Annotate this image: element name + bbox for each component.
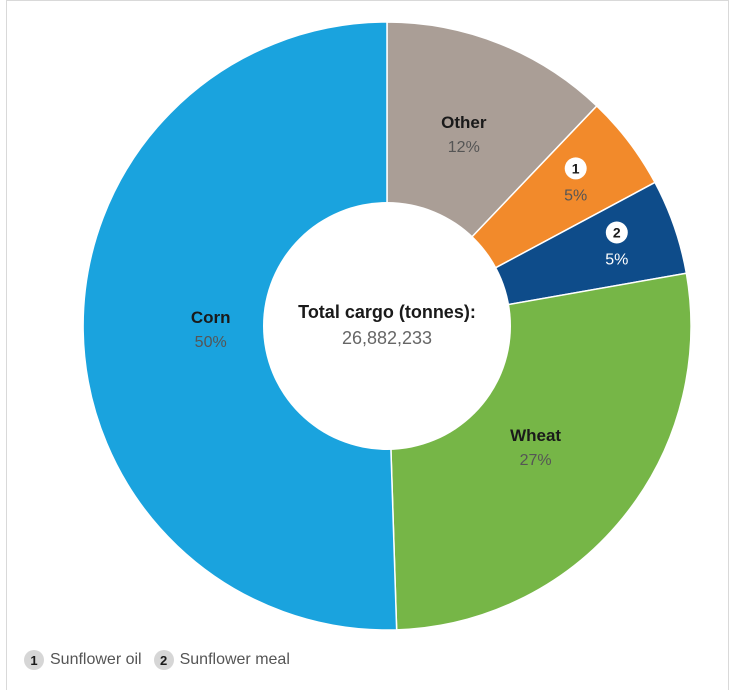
slice-label-wheat: Wheat — [510, 426, 561, 445]
badge-number-sunflower-oil: 1 — [572, 160, 580, 176]
legend-badge: 2 — [153, 650, 174, 670]
badge-number-sunflower-meal: 2 — [613, 225, 621, 241]
legend: 1 Sunflower oil 2 Sunflower meal — [24, 648, 290, 672]
slice-value-sunflower-oil: 5% — [564, 187, 587, 204]
legend-item-sunflower-oil: 1 Sunflower oil — [24, 650, 142, 670]
center-title: Total cargo (tonnes): — [298, 302, 476, 322]
badge-sunflower-oil — [564, 157, 587, 180]
chart-frame — [6, 0, 729, 690]
badge-sunflower-meal — [605, 221, 628, 244]
slice-corn — [82, 21, 398, 631]
legend-badge: 1 — [24, 650, 44, 670]
slice-value-wheat: 27% — [520, 452, 552, 469]
donut-hole — [263, 202, 511, 450]
slice-value-other: 12% — [448, 139, 480, 156]
slice-label-corn: Corn — [191, 308, 231, 327]
legend-label: Sunflower oil — [50, 651, 142, 668]
labels-group: Other 12% 1 5% 2 5% Wheat 27% Corn 50% — [191, 113, 628, 469]
slice-label-other: Other — [441, 113, 487, 132]
legend-item-sunflower-meal: 2 Sunflower meal — [153, 650, 290, 670]
legend-label: Sunflower meal — [179, 651, 290, 668]
slice-value-sunflower-meal: 5% — [605, 252, 628, 269]
center-value: 26,882,233 — [342, 328, 432, 348]
slice-value-corn: 50% — [195, 334, 227, 351]
